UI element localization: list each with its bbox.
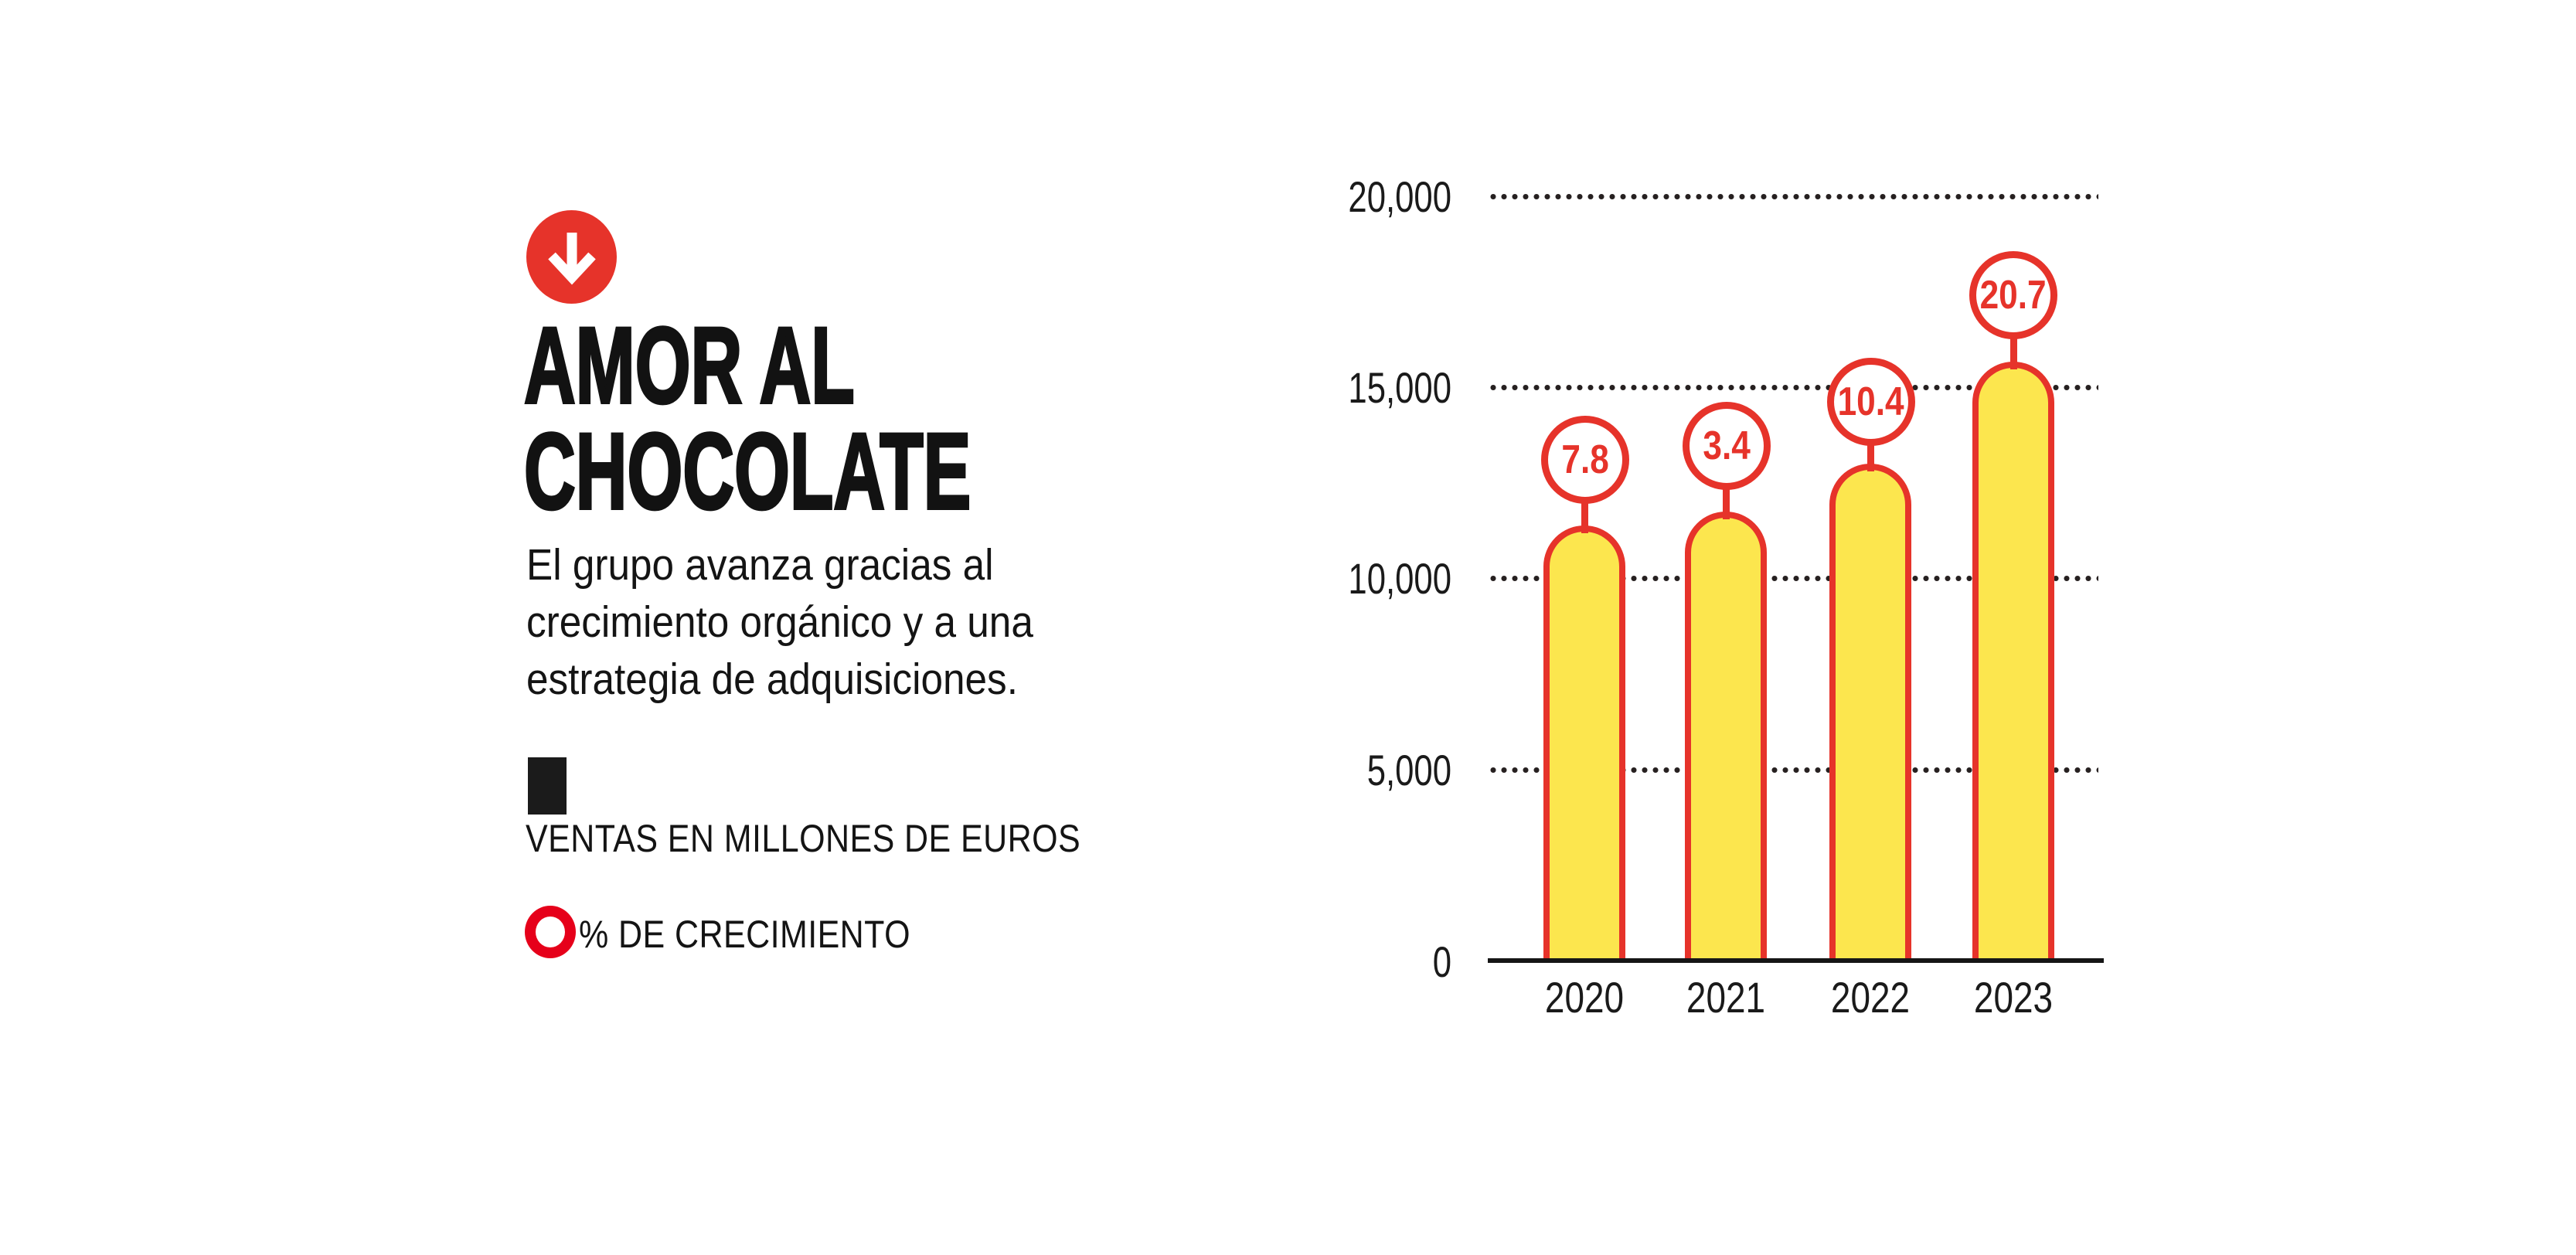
down-arrow-icon <box>547 232 596 285</box>
growth-badge-2021: 3.4 <box>1683 402 1771 490</box>
xtick-2022: 2022 <box>1830 973 1911 1022</box>
chart-description: El grupo avanza gracias al crecimiento o… <box>526 536 1033 708</box>
page-title: AMOR AL CHOCOLATE <box>523 304 972 532</box>
ytick-5000: 5,000 <box>1366 746 1451 794</box>
legend-sales-swatch <box>528 757 567 815</box>
gridline-15000 <box>1490 385 2098 390</box>
description-line: crecimiento orgánico y a una <box>526 597 1033 647</box>
badge-connector-2020 <box>1581 498 1588 533</box>
description-line: El grupo avanza gracias al <box>526 540 994 590</box>
bar-2023 <box>1972 362 2054 961</box>
description-line: estrategia de adquisiciones. <box>526 655 1018 704</box>
legend-sales-label: VENTAS EN MILLONES DE EUROS <box>526 817 1081 860</box>
growth-badge-2023: 20.7 <box>1969 251 2057 339</box>
xtick-2023: 2023 <box>1973 973 2054 1022</box>
growth-value-2020: 7.8 <box>1561 437 1609 482</box>
badge-connector-2021 <box>1723 485 1730 519</box>
page-title-line-2: CHOCOLATE <box>523 410 972 532</box>
growth-value-2022: 10.4 <box>1837 379 1905 424</box>
ytick-0: 0 <box>1432 937 1451 986</box>
growth-value-2021: 3.4 <box>1703 423 1751 468</box>
gridline-5000 <box>1490 767 2098 773</box>
ytick-10000: 10,000 <box>1348 554 1451 603</box>
growth-badge-2020: 7.8 <box>1541 416 1629 504</box>
bar-2022 <box>1829 464 1911 961</box>
legend-growth-circle-icon <box>525 906 576 958</box>
ytick-20000: 20,000 <box>1348 172 1451 221</box>
badge-connector-2023 <box>2010 334 2017 369</box>
down-arrow-badge <box>526 210 617 304</box>
bar-2020 <box>1543 525 1625 961</box>
growth-badge-2022: 10.4 <box>1827 358 1915 446</box>
xtick-2020: 2020 <box>1544 973 1625 1022</box>
x-axis-line <box>1488 958 2104 963</box>
legend-growth-label: % DE CRECIMIENTO <box>579 913 910 956</box>
gridline-10000 <box>1490 576 2098 581</box>
growth-value-2023: 20.7 <box>1979 273 2047 318</box>
page-title-line-1: AMOR AL <box>523 304 856 426</box>
gridline-20000 <box>1490 194 2098 199</box>
bar-2021 <box>1685 512 1767 961</box>
badge-connector-2022 <box>1867 440 1874 471</box>
ytick-15000: 15,000 <box>1348 363 1451 412</box>
xtick-2021: 2021 <box>1686 973 1766 1022</box>
